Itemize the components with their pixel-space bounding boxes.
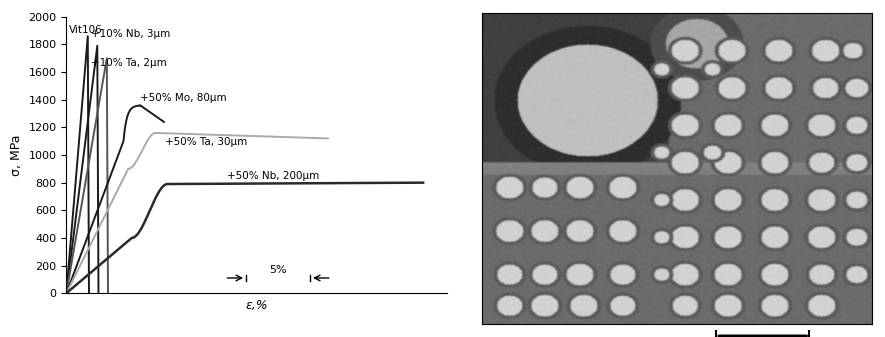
Y-axis label: σ, MPa: σ, MPa [10,134,23,176]
Text: +50% Mo, 80μm: +50% Mo, 80μm [140,93,227,103]
Text: +50% Nb, 200μm: +50% Nb, 200μm [227,171,319,181]
Text: Vit106: Vit106 [69,25,103,35]
X-axis label: ε,%: ε,% [245,299,268,312]
Text: 5%: 5% [269,265,287,275]
Text: +50% Ta, 30μm: +50% Ta, 30μm [165,137,247,147]
Text: +10% Nb, 3μm: +10% Nb, 3μm [91,29,171,39]
Text: +10% Ta, 2μm: +10% Ta, 2μm [91,58,167,68]
